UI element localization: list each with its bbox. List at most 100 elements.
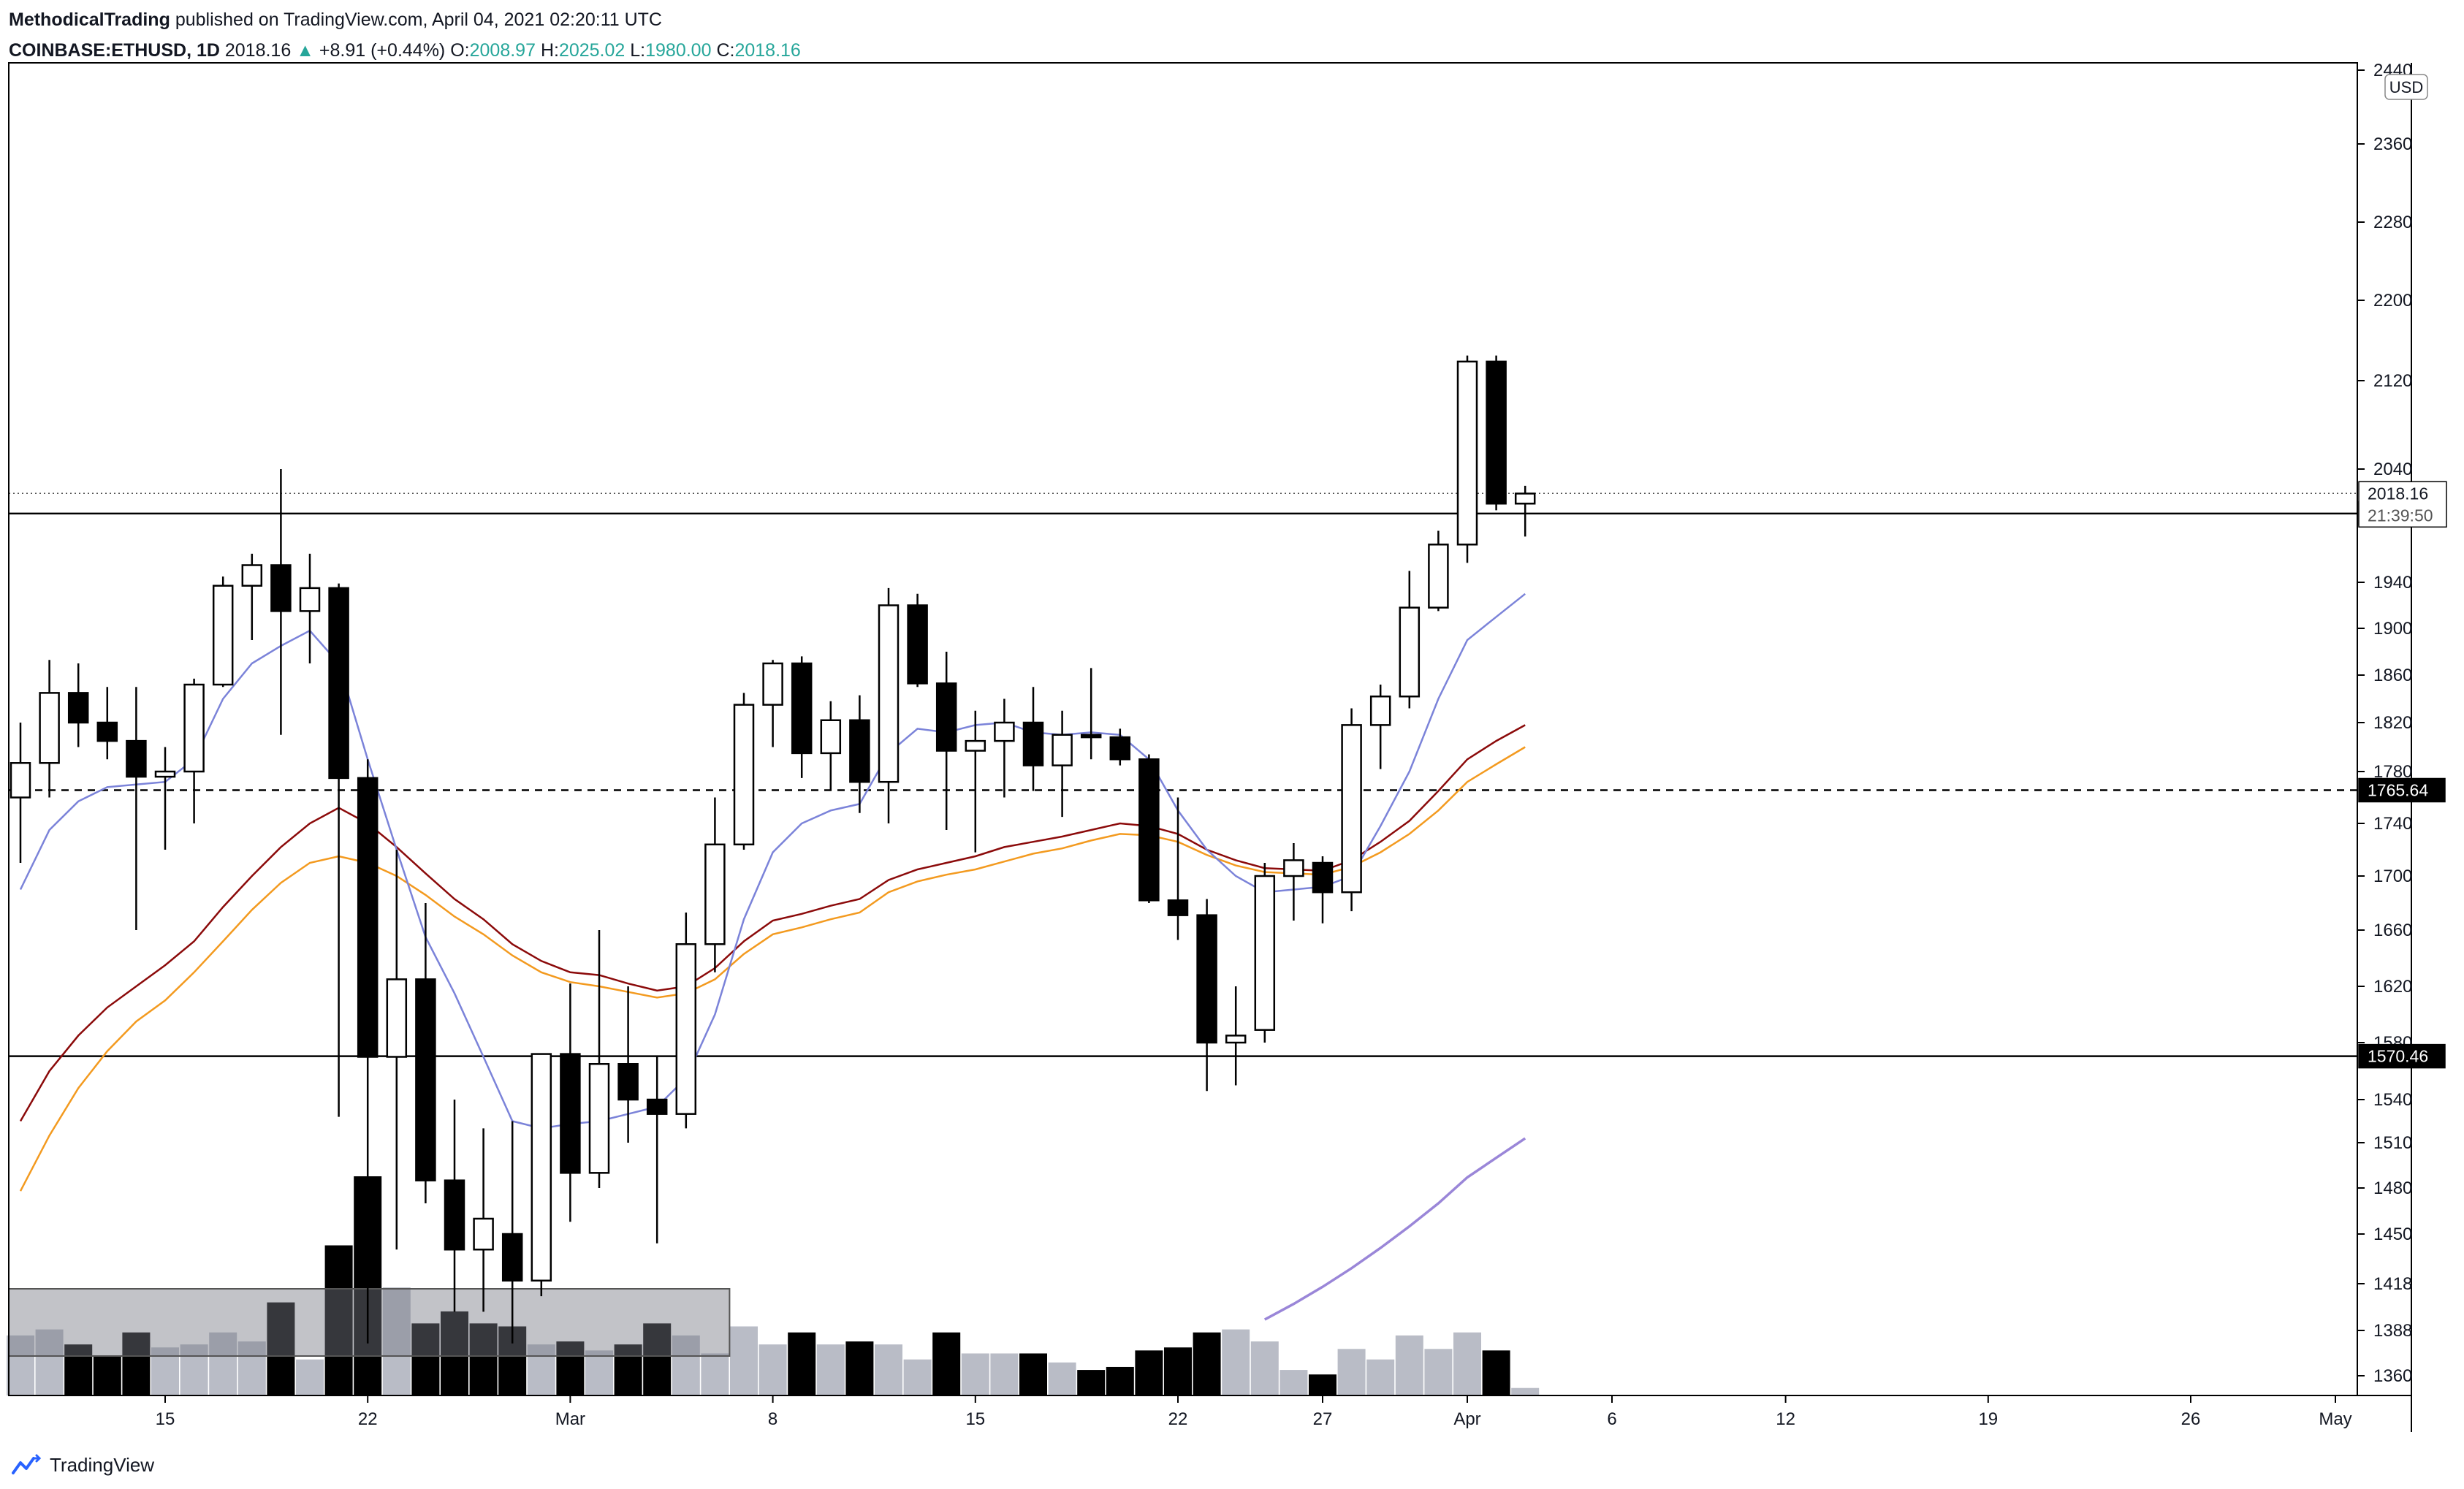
volume-bar-30 [875, 1344, 902, 1395]
volume-bar-11 [324, 1245, 353, 1395]
symbol-label[interactable]: COINBASE:ETHUSD, 1D [9, 40, 220, 61]
last-price-tag: 2018.16 21:39:50 [2358, 481, 2447, 528]
change-up-icon: ▲ [296, 40, 314, 61]
bar-countdown: 21:39:50 [2368, 506, 2433, 525]
x-tick-label-11: 26 [2181, 1409, 2201, 1429]
volume-bar-3 [93, 1356, 121, 1395]
candles [9, 355, 1536, 1344]
publish-line: MethodicalTrading published on TradingVi… [9, 4, 1178, 35]
volume-bars [7, 1176, 1540, 1395]
volume-bar-24 [701, 1353, 729, 1395]
candle-31 [907, 593, 928, 688]
candle-0 [9, 723, 31, 863]
volume-bar-37 [1077, 1370, 1106, 1395]
y-tick-label-13: 1660 [2373, 921, 2412, 940]
x-tick-label-2: Mar [555, 1409, 585, 1429]
level-axis-tag-1: 1765.64 [2358, 777, 2446, 803]
volume-bar-10 [296, 1359, 324, 1395]
volume-bar-35 [1019, 1353, 1047, 1395]
x-tick-label-6: 27 [1313, 1409, 1333, 1429]
currency-label: USD [2389, 78, 2423, 96]
tradingview-logo-icon [12, 1454, 42, 1474]
change-value: +8.91 (+0.44%) [319, 40, 446, 61]
y-tick-label-1: 2360 [2373, 134, 2412, 154]
tradingview-logo[interactable]: TradingView [12, 1450, 154, 1480]
price-axis[interactable]: 2440236022802200212020401940190018601820… [2357, 61, 2428, 1386]
candle-15 [444, 1100, 465, 1312]
candle-8 [241, 553, 263, 640]
y-tick-label-11: 1740 [2373, 814, 2412, 834]
high-label: H: [540, 40, 559, 61]
ma-slow-line [19, 746, 1526, 1192]
ma-long-line [1263, 1137, 1526, 1321]
author-name[interactable]: MethodicalTrading [9, 9, 170, 30]
volume-bar-28 [816, 1344, 845, 1395]
y-tick-label-5: 2040 [2373, 460, 2412, 479]
last-price: 2018.16 [224, 40, 292, 61]
candle-45 [1312, 856, 1334, 924]
y-tick-label-9: 1820 [2373, 713, 2412, 733]
volume-bar-23 [672, 1335, 700, 1395]
candle-21 [617, 986, 639, 1143]
volume-bar-0 [7, 1335, 34, 1395]
candle-35 [1022, 687, 1044, 791]
volume-bar-31 [903, 1359, 932, 1395]
low-label: L: [630, 40, 646, 61]
candle-3 [96, 687, 118, 760]
last-price-value: 2018.16 [2368, 484, 2428, 503]
candle-39 [1138, 754, 1160, 903]
low-value: 1980.00 [645, 40, 712, 61]
volume-bar-34 [990, 1353, 1019, 1395]
volume-bar-16 [469, 1323, 498, 1395]
candle-36 [1052, 710, 1073, 818]
candle-6 [183, 678, 205, 823]
volume-bar-39 [1135, 1350, 1163, 1395]
candle-40 [1167, 797, 1189, 940]
candle-49 [1428, 530, 1449, 612]
y-tick-label-14: 1620 [2373, 977, 2412, 997]
candle-30 [878, 587, 900, 823]
volume-bar-14 [411, 1323, 440, 1395]
y-tick-label-16: 1540 [2373, 1090, 2412, 1110]
published-text: published on TradingView.com, April 04, … [175, 9, 662, 30]
time-axis[interactable]: 15 22 Mar 8 15 22 27 Apr 6 12 19 26 May [156, 1395, 2352, 1429]
candle-9 [270, 469, 292, 735]
volume-bar-22 [643, 1323, 672, 1395]
ma-mid-line [19, 724, 1526, 1122]
candle-51 [1486, 355, 1507, 511]
svg-text:1570.46: 1570.46 [2368, 1047, 2428, 1066]
volume-bar-25 [730, 1326, 758, 1395]
candle-5 [154, 747, 176, 850]
candle-43 [1254, 863, 1276, 1043]
y-tick-label-12: 1700 [2373, 867, 2412, 886]
candle-20 [588, 930, 610, 1188]
currency-badge[interactable]: USD [2384, 74, 2428, 100]
candle-33 [965, 710, 986, 853]
candle-16 [473, 1128, 494, 1312]
y-tick-label-19: 1450 [2373, 1225, 2412, 1244]
candle-25 [733, 693, 755, 850]
footer-brand: TradingView [50, 1453, 155, 1476]
y-tick-label-21: 1388 [2373, 1321, 2412, 1341]
candle-37 [1080, 668, 1102, 760]
x-tick-label-7: Apr [1453, 1409, 1480, 1429]
volume-bar-33 [961, 1353, 989, 1395]
volume-bar-13 [382, 1287, 411, 1395]
volume-bar-9 [267, 1302, 295, 1395]
volume-profile-rect [8, 1288, 731, 1357]
candle-7 [212, 576, 234, 688]
level-axis-tag-2: 1570.46 [2358, 1043, 2446, 1069]
volume-bar-48 [1395, 1335, 1423, 1395]
candle-48 [1399, 571, 1421, 709]
candle-26 [762, 660, 783, 747]
candle-50 [1456, 355, 1478, 563]
candle-38 [1109, 728, 1131, 766]
volume-bar-20 [585, 1350, 613, 1395]
y-tick-label-18: 1480 [2373, 1178, 2412, 1198]
candle-23 [675, 912, 697, 1129]
candle-1 [39, 660, 60, 798]
volume-bar-15 [441, 1311, 468, 1395]
candle-18 [531, 1053, 552, 1297]
